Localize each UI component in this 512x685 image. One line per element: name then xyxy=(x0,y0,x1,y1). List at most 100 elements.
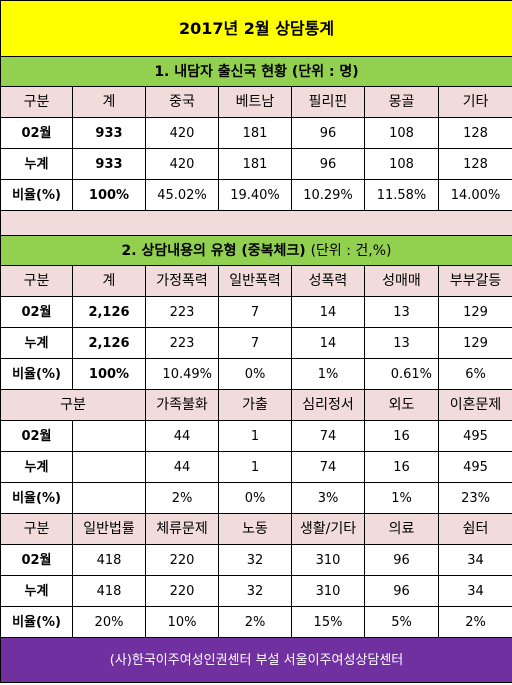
footer-row: (사)한국이주여성인권센터 부설 서울이주여성상담센터 xyxy=(0,637,512,683)
table-cell: 7 xyxy=(218,327,292,359)
table-cell: 96 xyxy=(291,117,365,149)
section1-title-text: 1. 내담자 출신국 현황 xyxy=(154,63,288,80)
column-header: 몽골 xyxy=(364,86,439,118)
title-row: 2017년 2월 상담통계 xyxy=(0,0,512,57)
table-cell: 0% xyxy=(218,482,292,514)
table-row: 누계 2,126 223 7 14 13 129 xyxy=(0,327,512,359)
column-header: 심리정서 xyxy=(291,389,365,421)
table-cell: 2% xyxy=(437,606,512,638)
table-cell: 10% xyxy=(145,606,219,638)
column-header: 중국 xyxy=(145,86,219,118)
table-row: 누계 933 420 181 96 108 128 xyxy=(0,148,512,180)
column-header: 부부갈등 xyxy=(437,265,512,297)
table-cell: 933 xyxy=(72,148,146,180)
table-cell: 220 xyxy=(145,544,219,576)
row-label: 비율(%) xyxy=(0,358,73,390)
column-header: 일반폭력 xyxy=(218,265,292,297)
table-row: 02월 418 220 32 310 96 34 xyxy=(0,544,512,576)
section2-title-row: 2. 상담내용의 유형 (중복체크) (단위 : 건,%) xyxy=(0,235,512,266)
column-header: 필리핀 xyxy=(291,86,365,118)
row-label: 02월 xyxy=(0,420,73,452)
table-cell: 96 xyxy=(364,575,439,607)
table-cell: 44 xyxy=(145,451,219,483)
table-cell: 34 xyxy=(437,575,512,607)
table-row: 누계 44 1 74 16 495 xyxy=(0,451,512,483)
table-cell: 13 xyxy=(364,327,439,359)
table-cell: 418 xyxy=(72,575,146,607)
table-cell: 14.00% xyxy=(437,179,512,211)
table-row: 누계 418 220 32 310 96 34 xyxy=(0,575,512,607)
table-cell: 3% xyxy=(291,482,365,514)
table-cell: 2,126 xyxy=(72,327,146,359)
row-label: 비율(%) xyxy=(0,179,73,211)
column-header: 구분 xyxy=(0,389,146,421)
table-cell: 420 xyxy=(145,148,219,180)
table-cell: 96 xyxy=(364,544,439,576)
column-header: 가정폭력 xyxy=(145,265,219,297)
table-cell: 0.61% xyxy=(364,358,439,390)
table-cell: 0% xyxy=(218,358,292,390)
column-header: 이혼문제 xyxy=(437,389,512,421)
table-cell xyxy=(72,451,146,483)
table-cell: 100% xyxy=(72,358,146,390)
table-cell: 108 xyxy=(364,117,439,149)
column-header: 계 xyxy=(72,86,146,118)
table-cell: 13 xyxy=(364,296,439,328)
table-cell: 74 xyxy=(291,451,365,483)
table-cell: 45.02% xyxy=(145,179,219,211)
spacer-row xyxy=(0,210,512,236)
column-header: 일반법률 xyxy=(72,513,146,545)
page-title: 2017년 2월 상담통계 xyxy=(0,0,512,57)
row-label: 02월 xyxy=(0,544,73,576)
table-row: 비율(%) 20% 10% 2% 15% 5% 2% xyxy=(0,606,512,638)
column-header: 의료 xyxy=(364,513,439,545)
column-header: 구분 xyxy=(0,513,73,545)
section2-title-text: 2. 상담내용의 유형 (중복체크) xyxy=(121,242,306,259)
row-label: 02월 xyxy=(0,296,73,328)
table-row: 02월 2,126 223 7 14 13 129 xyxy=(0,296,512,328)
table-cell: 20% xyxy=(72,606,146,638)
table-cell: 2,126 xyxy=(72,296,146,328)
table-cell: 7 xyxy=(218,296,292,328)
section2-title: 2. 상담내용의 유형 (중복체크) (단위 : 건,%) xyxy=(0,235,512,266)
column-header: 생활/기타 xyxy=(291,513,365,545)
column-header: 베트남 xyxy=(218,86,292,118)
section1-header-row: 구분 계 중국 베트남 필리핀 몽골 기타 xyxy=(0,86,512,118)
table-cell: 420 xyxy=(145,117,219,149)
section1-unit: (단위 : 명) xyxy=(291,63,359,80)
spacer-cell xyxy=(0,210,512,236)
section1-title-row: 1. 내담자 출신국 현황 (단위 : 명) xyxy=(0,56,512,87)
column-header: 성폭력 xyxy=(291,265,365,297)
table-cell: 6% xyxy=(437,358,512,390)
table-cell: 1 xyxy=(218,420,292,452)
column-header: 구분 xyxy=(0,86,73,118)
column-header: 계 xyxy=(72,265,146,297)
table-cell: 181 xyxy=(218,117,292,149)
table-cell: 310 xyxy=(291,575,365,607)
row-label: 비율(%) xyxy=(0,482,73,514)
row-label: 누계 xyxy=(0,451,73,483)
row-label: 비율(%) xyxy=(0,606,73,638)
table-cell: 32 xyxy=(218,575,292,607)
table-cell: 223 xyxy=(145,296,219,328)
column-header: 노동 xyxy=(218,513,292,545)
section2-header-row-a: 구분 계 가정폭력 일반폭력 성폭력 성매매 부부갈등 xyxy=(0,265,512,297)
table-cell: 14 xyxy=(291,296,365,328)
table-cell: 495 xyxy=(437,420,512,452)
table-cell xyxy=(72,482,146,514)
table-cell: 100% xyxy=(72,179,146,211)
table-cell: 16 xyxy=(364,451,439,483)
section2-header-row-c: 구분 일반법률 체류문제 노동 생활/기타 의료 쉼터 xyxy=(0,513,512,545)
table-cell: 128 xyxy=(437,148,512,180)
table-cell: 128 xyxy=(437,117,512,149)
table-cell: 15% xyxy=(291,606,365,638)
table-cell: 418 xyxy=(72,544,146,576)
table-cell: 32 xyxy=(218,544,292,576)
table-cell: 1 xyxy=(218,451,292,483)
table-cell: 19.40% xyxy=(218,179,292,211)
table-cell: 5% xyxy=(364,606,439,638)
table-cell: 310 xyxy=(291,544,365,576)
table-row: 비율(%) 100% 45.02% 19.40% 10.29% 11.58% 1… xyxy=(0,179,512,211)
table-cell: 1% xyxy=(291,358,365,390)
column-header: 외도 xyxy=(364,389,439,421)
